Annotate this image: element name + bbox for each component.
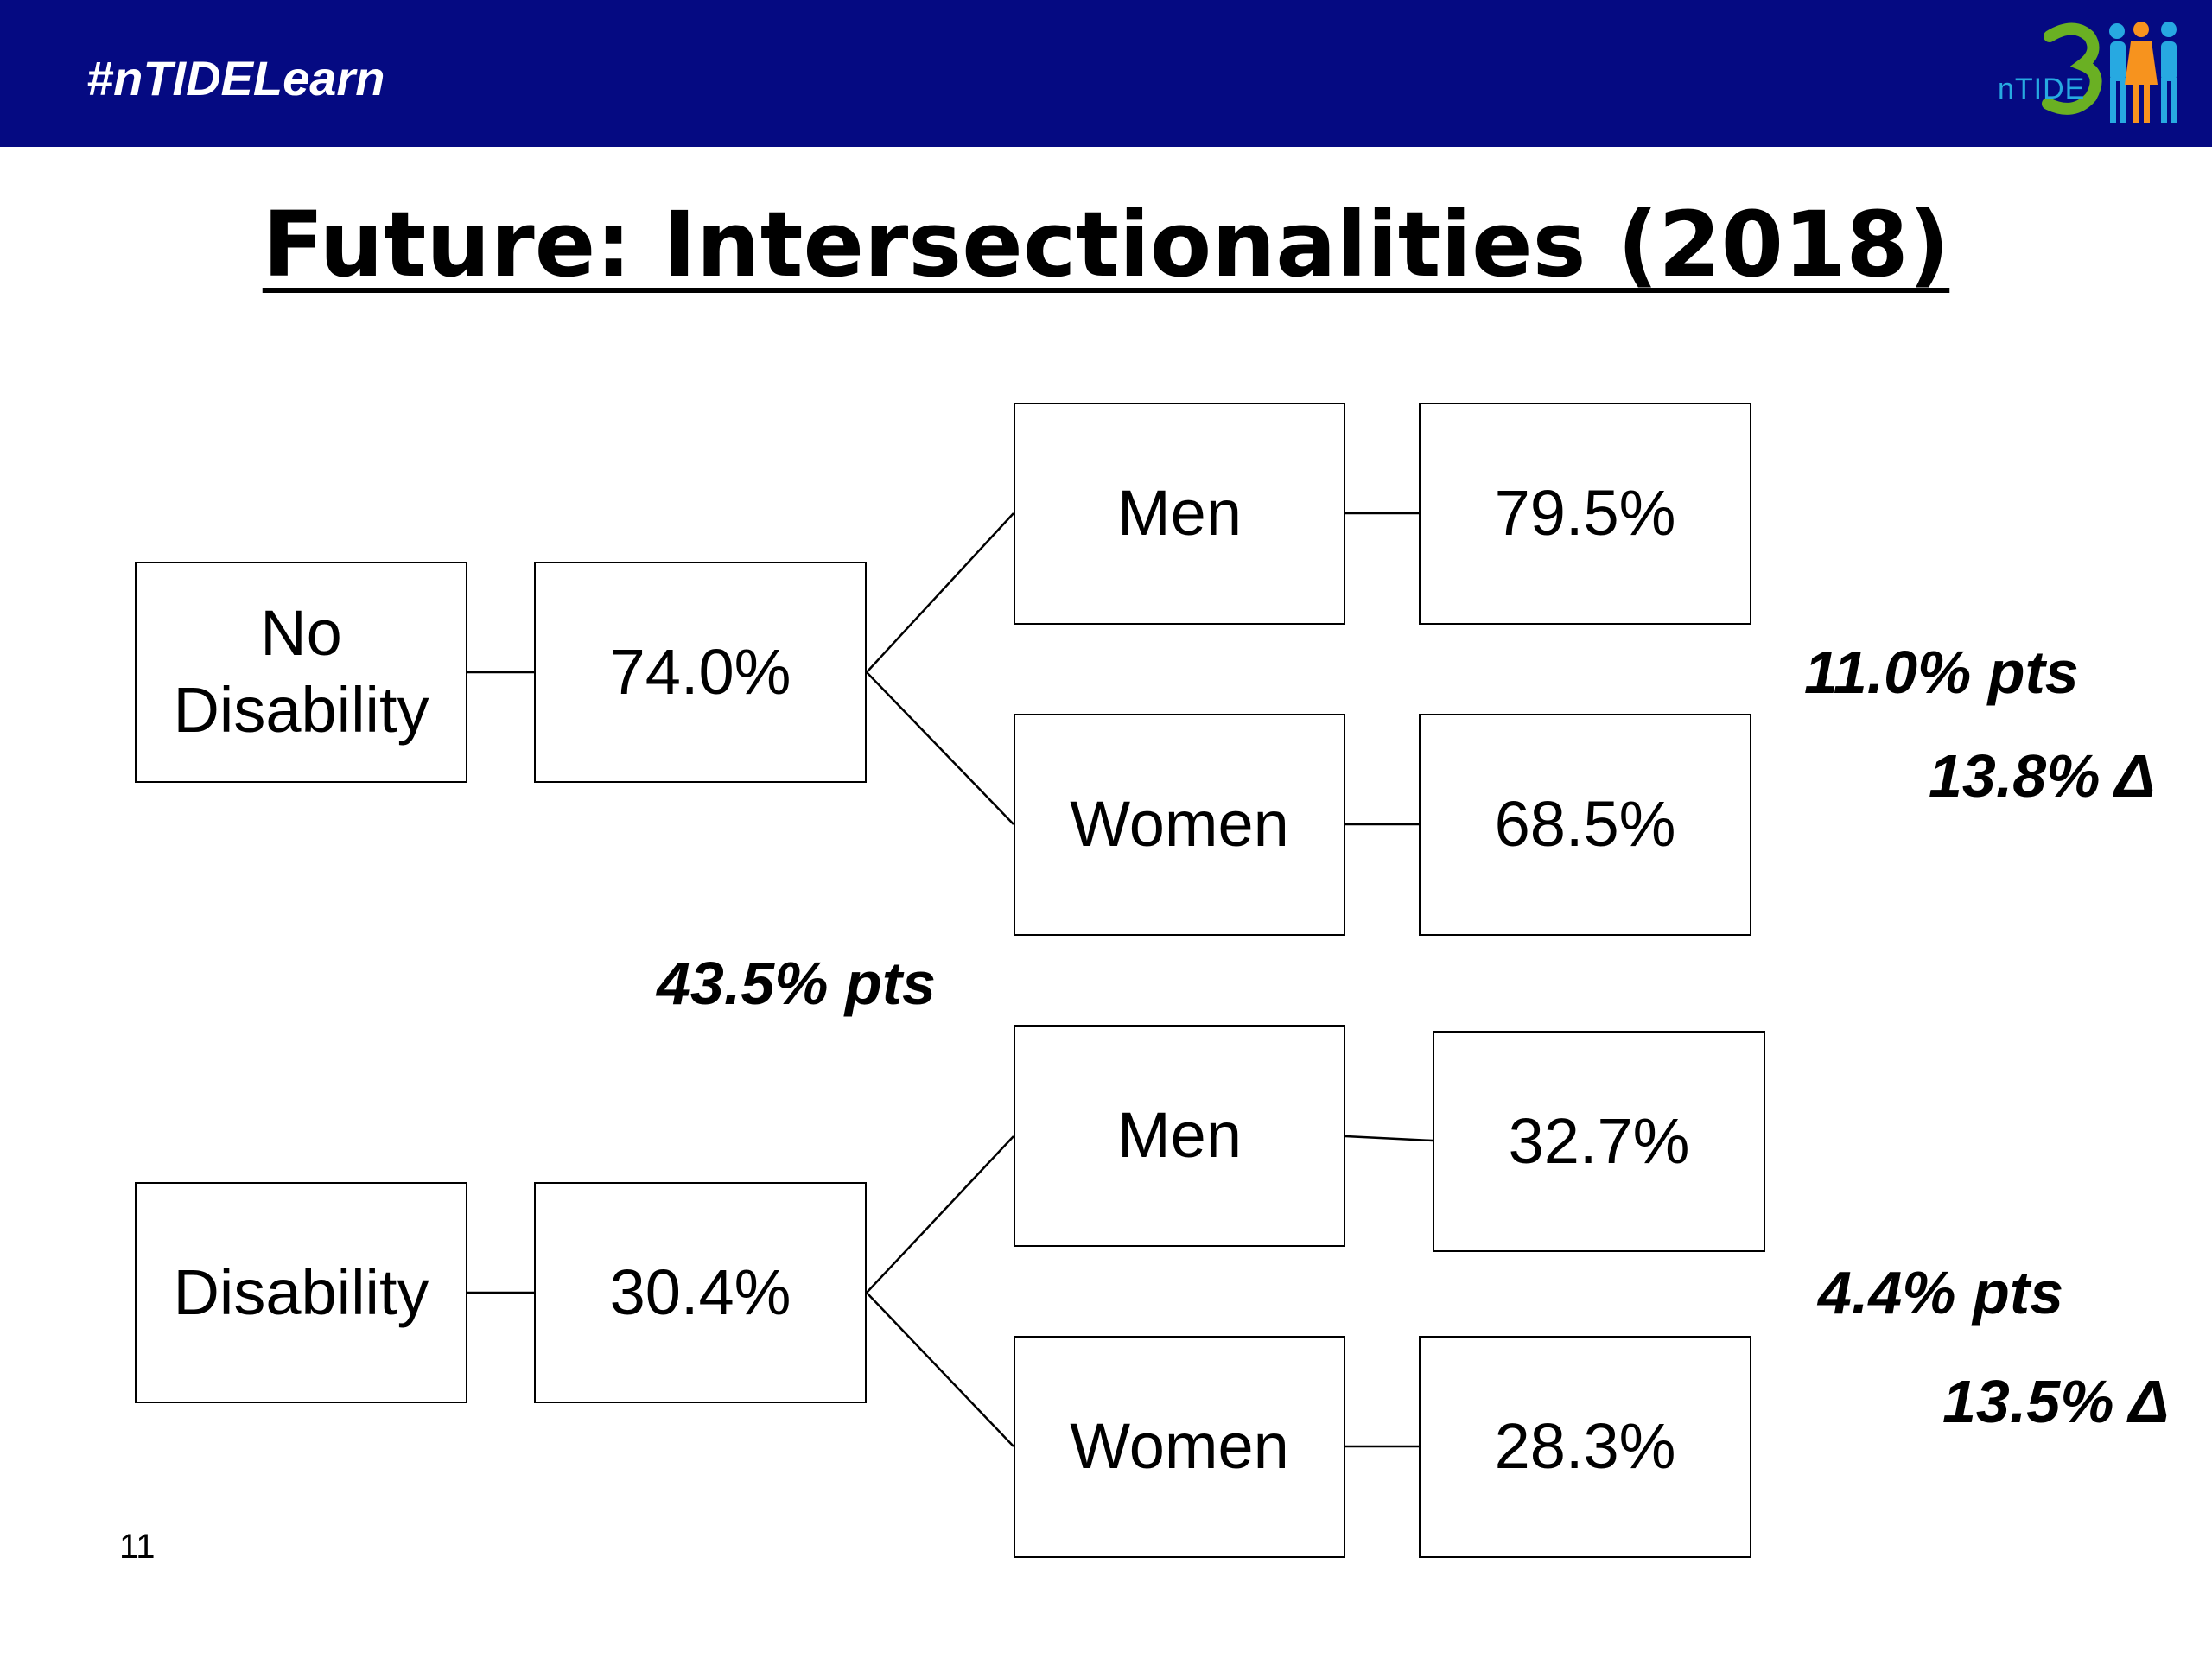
slide-title: Future: Intersectionalities (2018) xyxy=(262,192,1950,297)
disability-women-box: Women xyxy=(1014,1336,1345,1558)
no-disability-gap-delta: 13.8% Δ xyxy=(1929,742,2156,810)
disability-box: Disability xyxy=(135,1182,467,1403)
no-disability-rate-box: 74.0% xyxy=(534,562,867,783)
no-disability-women-box: Women xyxy=(1014,714,1345,936)
connector-dis-to-women xyxy=(866,1292,1014,1447)
disability-men-rate-box: 32.7% xyxy=(1433,1031,1765,1252)
disability-rate-box: 30.4% xyxy=(534,1182,867,1403)
disability-gap-pts: 4.4% pts xyxy=(1818,1259,2063,1326)
no-disability-men-rate-box: 79.5% xyxy=(1419,403,1751,625)
header-bar: #nTIDELearn nTIDE xyxy=(0,0,2212,147)
disability-men-box: Men xyxy=(1014,1025,1345,1247)
logo-text: nTIDE xyxy=(1998,73,2086,105)
between-groups-gap: 43.5% pts xyxy=(657,950,936,1017)
disability-gap-delta: 13.5% Δ xyxy=(1942,1368,2170,1435)
no-disability-gap-pts: 11.0% pts xyxy=(1804,639,2079,706)
slide-number: 11 xyxy=(119,1528,156,1566)
hashtag-label: #nTIDELearn xyxy=(86,51,385,105)
disability-women-rate-box: 28.3% xyxy=(1419,1336,1751,1558)
ntide-logo-icon xyxy=(2042,22,2177,123)
no-disability-men-box: Men xyxy=(1014,403,1345,625)
connector-nodis-to-women xyxy=(866,671,1014,825)
ntide-logo: nTIDE xyxy=(1987,17,2195,134)
connector-dis-to-men xyxy=(866,1135,1014,1294)
connector-nodis-to-men xyxy=(866,512,1014,673)
connector-dis-men-to-rate xyxy=(1344,1135,1433,1142)
no-disability-box: No Disability xyxy=(135,562,467,783)
no-disability-women-rate-box: 68.5% xyxy=(1419,714,1751,936)
